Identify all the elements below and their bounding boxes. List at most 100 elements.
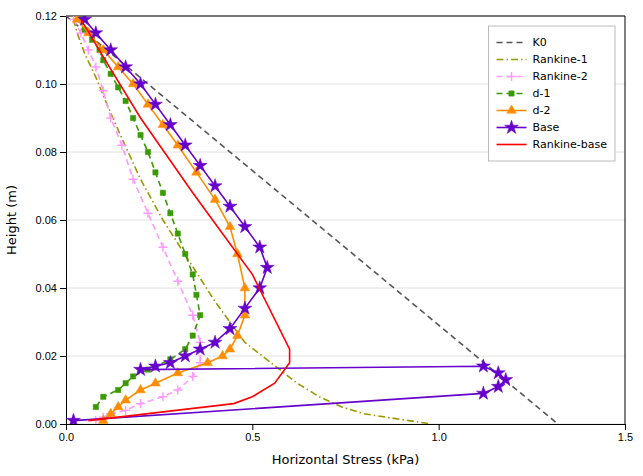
series [67,16,513,424]
point [225,221,235,229]
line [73,19,505,420]
point [193,158,207,171]
point [163,117,177,130]
point [476,359,490,372]
point [218,350,228,358]
legend-label: d-1 [533,87,551,100]
point [93,404,98,409]
point [188,311,197,320]
grid-line [66,16,625,17]
tick: 0.00 [36,418,66,430]
tick-label: 1.5 [618,431,633,443]
line [73,19,431,424]
point [238,219,252,232]
tick-label: 0.5 [245,431,260,443]
axis-line [60,17,67,425]
tick: 0.12 [36,10,66,22]
legend-swatch [497,59,527,61]
point [113,401,123,409]
point [158,392,167,401]
point [99,86,108,95]
point [145,149,150,154]
point [210,194,220,202]
legend-label: Base [533,121,560,134]
legend: K0Rankine-1Rankine-2d-1d-2BaseRankine-ba… [489,26,615,161]
legend-item: Base [497,120,560,134]
point [148,97,162,110]
point [223,199,237,212]
plot: 0.00.51.01.50.000.020.040.060.080.100.12… [36,10,634,443]
point [203,357,213,365]
tick: 1.0 [432,424,447,443]
point [116,387,121,392]
tick-mark [439,424,440,430]
tick: 0.06 [36,214,66,226]
point [106,408,116,416]
grid-line [66,288,625,289]
tick-mark [60,84,66,85]
tick-mark [60,424,66,425]
axis-line [67,425,626,431]
point [101,394,106,399]
point [225,344,235,352]
line [77,19,245,420]
tick-mark [60,152,66,153]
point [173,277,182,286]
tick: 0.04 [36,282,66,294]
point [129,175,138,184]
series [81,19,290,420]
point [476,386,490,399]
tick: 0.0 [59,424,74,443]
tick-label: 0.08 [36,146,57,158]
tick: 0.10 [36,78,66,90]
tick-mark [60,356,66,357]
point [158,243,167,252]
tick-mark [60,220,66,221]
point [175,231,180,236]
point [260,260,274,273]
point [240,282,250,290]
point [106,114,115,123]
series [73,19,431,424]
point [138,132,143,137]
tick: 1.5 [618,424,633,443]
point [183,251,188,256]
point [134,362,148,375]
tick-mark [60,16,66,17]
point [143,209,152,218]
legend-swatch [497,42,527,44]
y-axis-title: Height (m) [4,185,19,255]
y-axis: 0.000.020.040.060.080.100.12 [36,10,67,430]
point [136,399,145,408]
point [190,272,195,277]
point [198,313,203,318]
point [121,395,131,403]
point [160,190,165,195]
line [66,16,558,424]
chart: 0.00.51.01.50.000.020.040.060.080.100.12… [0,0,643,476]
tick: 0.5 [245,424,260,443]
point [491,379,505,392]
point [91,63,100,72]
point [194,292,199,297]
tick-mark [60,288,66,289]
point [178,138,192,151]
point [134,77,148,90]
point [238,301,252,314]
legend-label: Rankine-base [533,138,608,151]
legend-item: d-2 [497,104,551,117]
series [69,16,205,424]
point [499,372,513,385]
tick-label: 0.06 [36,214,57,226]
legend-marker [507,105,517,113]
series [66,16,558,424]
tick-mark [252,424,253,430]
tick-label: 0.12 [36,10,57,22]
point [163,355,177,368]
point [136,384,146,392]
tick-label: 0.04 [36,282,57,294]
point [119,60,133,73]
point [253,281,267,294]
tick-label: 1.0 [432,431,447,443]
point [208,179,222,192]
